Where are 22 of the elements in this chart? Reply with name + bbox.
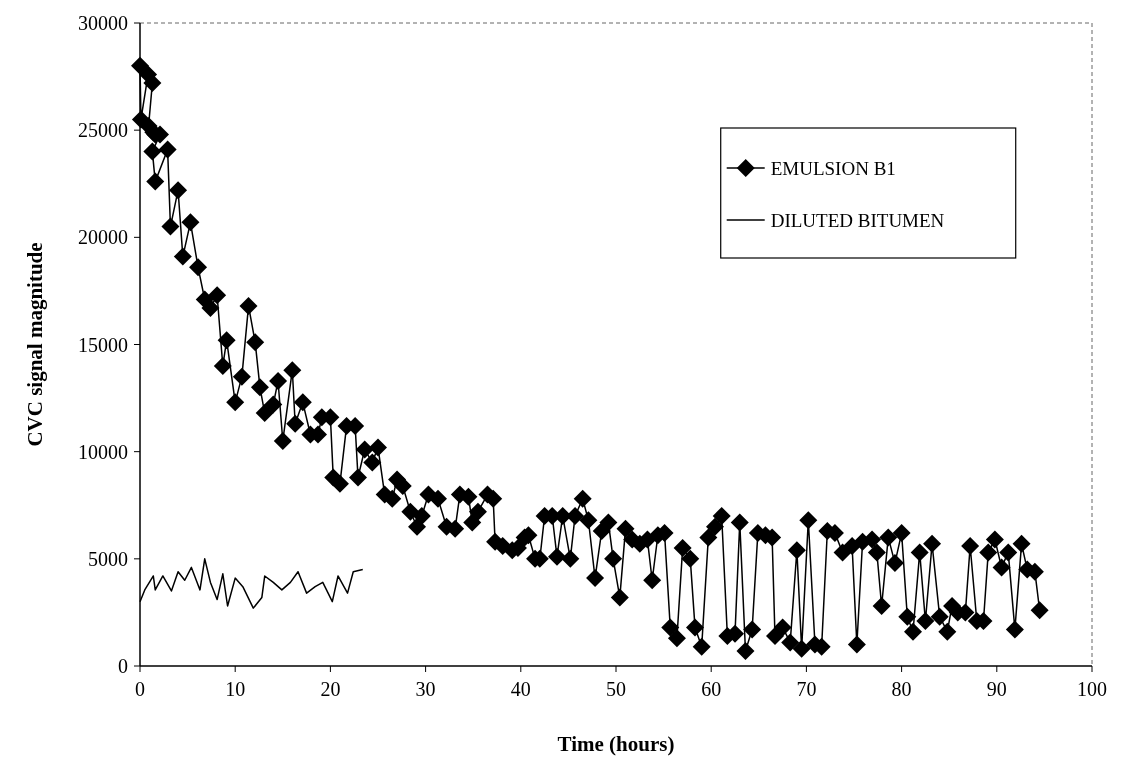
- x-tick-label: 20: [320, 678, 341, 700]
- x-tick-label: 100: [1077, 678, 1107, 700]
- x-tick-label: 50: [606, 678, 626, 700]
- y-tick-label: 15000: [78, 333, 128, 356]
- y-tick-label: 25000: [78, 119, 128, 142]
- x-tick-label: 0: [135, 678, 145, 700]
- y-tick-label: 0: [118, 655, 128, 677]
- legend-label: EMULSION B1: [770, 157, 896, 179]
- x-tick-label: 10: [225, 678, 246, 700]
- y-tick-label: 5000: [88, 547, 128, 570]
- y-tick-label: 30000: [78, 12, 128, 34]
- x-tick-label: 90: [986, 678, 1007, 700]
- y-tick-label: 20000: [78, 226, 128, 249]
- x-axis-title: Time (hours): [557, 732, 675, 756]
- x-tick-label: 80: [891, 678, 912, 700]
- x-tick-label: 70: [796, 678, 817, 700]
- y-axis-title: CVC signal magnitude: [23, 242, 47, 447]
- x-tick-label: 60: [701, 678, 722, 700]
- y-tick-label: 10000: [78, 440, 128, 463]
- legend-label: DILUTED BITUMEN: [770, 209, 945, 231]
- x-tick-label: 30: [415, 678, 436, 700]
- x-tick-label: 40: [510, 678, 531, 700]
